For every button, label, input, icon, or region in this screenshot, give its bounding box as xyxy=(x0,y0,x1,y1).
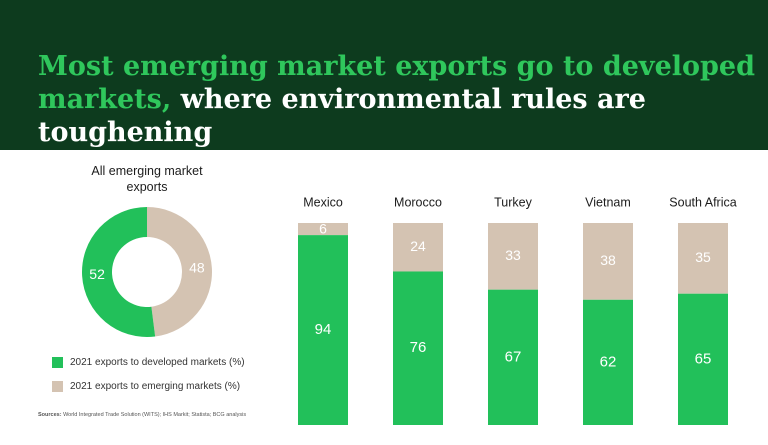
bar-label-emerging-vietnam: 38 xyxy=(600,252,616,268)
legend-swatch-emerging xyxy=(52,381,63,392)
donut-title: All emerging market exports xyxy=(91,164,203,194)
bar-label-developed-vietnam: 62 xyxy=(600,353,617,370)
header-banner: Most emerging market exports go to devel… xyxy=(0,0,768,150)
bar-label-developed-turkey: 67 xyxy=(505,348,522,365)
donut-slice-developed xyxy=(82,207,156,337)
bar-label-developed-mexico: 94 xyxy=(315,321,332,338)
category-label-vietnam: Vietnam xyxy=(585,195,631,209)
legend-label-developed: 2021 exports to developed markets (%) xyxy=(70,357,245,368)
donut-slice-emerging xyxy=(147,206,213,337)
bar-developed-morocco xyxy=(393,271,443,425)
sources-note: Sources: World Integrated Trade Solution… xyxy=(38,412,246,418)
title-rest: where environmental rules are toughening xyxy=(38,84,646,148)
bar-label-emerging-south-africa: 35 xyxy=(695,249,711,265)
title-accent: Most emerging market exports go to devel… xyxy=(38,51,755,115)
bar-developed-vietnam xyxy=(583,299,633,425)
category-label-south-africa: South Africa xyxy=(669,195,736,209)
legend-item-emerging: 2021 exports to emerging markets (%) xyxy=(52,380,245,393)
sources-text: World Integrated Trade Solution (WITS); … xyxy=(63,412,247,418)
bar-emerging-south-africa xyxy=(678,223,728,294)
bar-emerging-vietnam xyxy=(583,223,633,300)
bar-label-emerging-mexico: 6 xyxy=(319,221,327,237)
bar-emerging-mexico xyxy=(298,223,348,236)
legend-swatch-developed xyxy=(52,357,63,368)
bar-emerging-turkey xyxy=(488,223,538,290)
page-title: Most emerging market exports go to devel… xyxy=(38,50,758,149)
bar-label-developed-morocco: 76 xyxy=(410,339,427,356)
bar-label-emerging-morocco: 24 xyxy=(410,238,426,254)
category-label-morocco: Morocco xyxy=(394,195,442,209)
bar-label-emerging-turkey: 33 xyxy=(505,247,521,263)
bar-developed-mexico xyxy=(298,235,348,425)
category-label-turkey: Turkey xyxy=(494,195,532,209)
donut-slice-developed-label: 52 xyxy=(89,266,105,282)
bar-developed-turkey xyxy=(488,289,538,425)
category-label-mexico: Mexico xyxy=(303,195,343,209)
bar-developed-south-africa xyxy=(678,293,728,425)
sources-label: Sources: xyxy=(38,412,62,418)
legend-item-developed: 2021 exports to developed markets (%) xyxy=(52,356,245,369)
bar-emerging-morocco xyxy=(393,223,443,272)
bar-label-developed-south-africa: 65 xyxy=(695,350,712,367)
legend-label-emerging: 2021 exports to emerging markets (%) xyxy=(70,381,241,392)
donut-slice-emerging-label: 48 xyxy=(189,260,205,276)
legend: 2021 exports to developed markets (%) 20… xyxy=(52,356,245,404)
